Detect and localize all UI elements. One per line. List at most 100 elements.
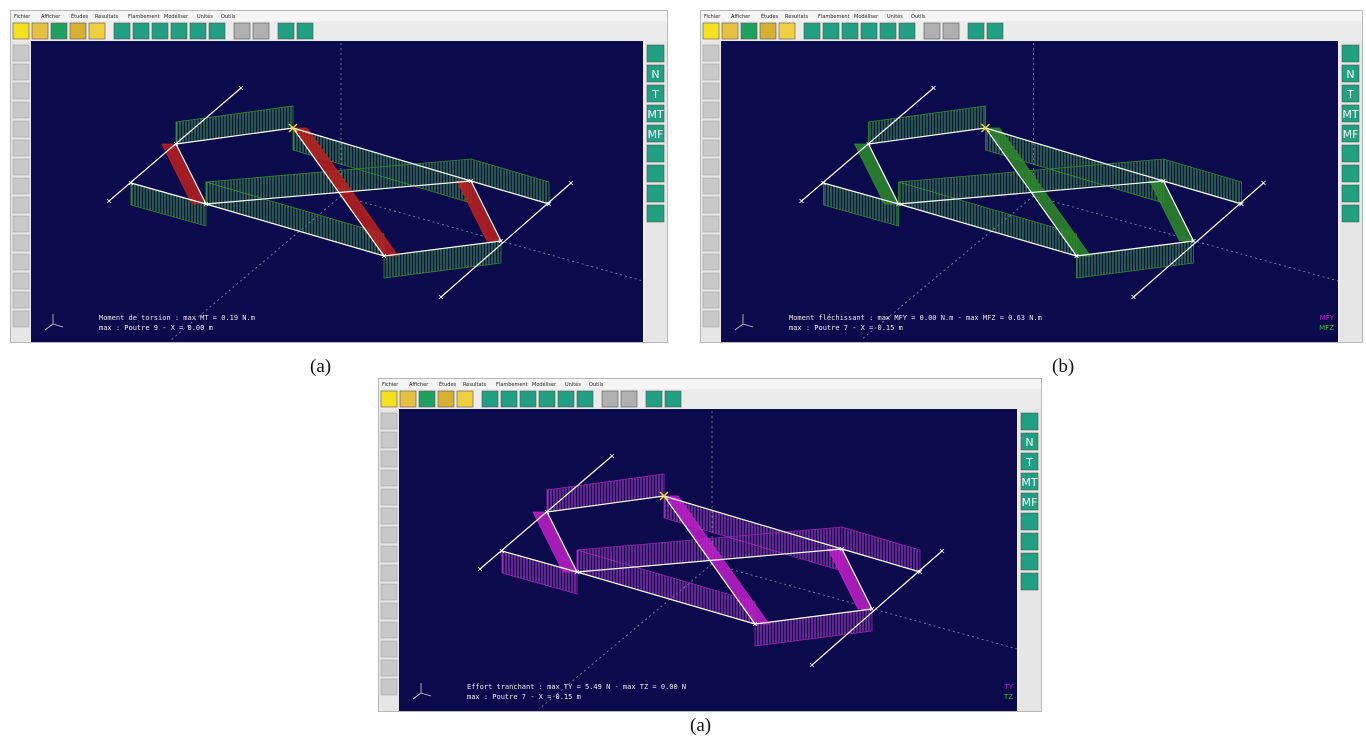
tool-button[interactable] [133, 23, 149, 39]
side-button[interactable] [13, 178, 29, 194]
side-button[interactable] [703, 159, 719, 175]
menu-item[interactable]: Fichier [704, 14, 721, 20]
tool-button[interactable] [482, 391, 498, 407]
side-button[interactable] [381, 622, 397, 638]
side-button[interactable] [13, 311, 29, 327]
menu-item[interactable]: Modéliser [164, 13, 189, 20]
side-button[interactable] [381, 489, 397, 505]
side-button[interactable] [381, 641, 397, 657]
side-button[interactable] [1021, 513, 1038, 530]
tool-button[interactable] [804, 23, 820, 39]
tool-button[interactable] [89, 23, 105, 39]
side-button[interactable] [647, 205, 664, 222]
tool-button[interactable] [297, 23, 313, 39]
side-button[interactable] [13, 216, 29, 232]
tool-button[interactable] [577, 391, 593, 407]
menu-item[interactable]: Résultats [463, 381, 486, 388]
side-button[interactable] [703, 235, 719, 251]
tool-button[interactable] [171, 23, 187, 39]
tool-button[interactable] [419, 391, 435, 407]
menu-item[interactable]: Fichier [382, 382, 399, 388]
side-button[interactable] [13, 292, 29, 308]
tool-button[interactable] [438, 391, 454, 407]
tool-button[interactable] [457, 391, 473, 407]
side-button[interactable] [1021, 413, 1038, 430]
side-button[interactable] [703, 292, 719, 308]
tool-button[interactable] [32, 23, 48, 39]
tool-button[interactable] [190, 23, 206, 39]
menu-item[interactable]: Outils [221, 14, 236, 20]
side-button[interactable] [381, 432, 397, 448]
side-button[interactable] [703, 102, 719, 118]
side-button[interactable] [13, 64, 29, 80]
side-button[interactable] [647, 165, 664, 182]
tool-button[interactable] [665, 391, 681, 407]
tool-button[interactable] [558, 391, 574, 407]
tool-button[interactable] [602, 391, 618, 407]
tool-button[interactable] [760, 23, 776, 39]
menu-item[interactable]: Afficher [41, 14, 61, 20]
menu-item[interactable]: Outils [911, 14, 926, 20]
side-button[interactable] [1021, 553, 1038, 570]
side-button[interactable] [703, 121, 719, 137]
tool-button[interactable] [209, 23, 225, 39]
tool-button[interactable] [899, 23, 915, 39]
menu-item[interactable]: Flambement [818, 14, 850, 20]
menu-item[interactable]: Résultats [95, 13, 118, 20]
side-button[interactable] [703, 140, 719, 156]
tool-button[interactable] [861, 23, 877, 39]
side-button[interactable] [381, 470, 397, 486]
tool-button[interactable] [278, 23, 294, 39]
side-button[interactable] [703, 197, 719, 213]
side-button[interactable] [13, 159, 29, 175]
menu-item[interactable]: Études [71, 12, 89, 20]
tool-button[interactable] [823, 23, 839, 39]
tool-button[interactable] [703, 23, 719, 39]
side-button[interactable] [703, 178, 719, 194]
side-button[interactable] [381, 565, 397, 581]
side-button[interactable] [381, 584, 397, 600]
side-button[interactable] [703, 45, 719, 61]
side-button[interactable] [703, 273, 719, 289]
tool-button[interactable] [943, 23, 959, 39]
tool-button[interactable] [621, 391, 637, 407]
side-button[interactable] [1342, 145, 1359, 162]
tool-button[interactable] [152, 23, 168, 39]
tool-button[interactable] [987, 23, 1003, 39]
tool-button[interactable] [234, 23, 250, 39]
side-button[interactable] [13, 45, 29, 61]
menu-item[interactable]: Modéliser [532, 381, 557, 388]
tool-button[interactable] [253, 23, 269, 39]
tool-button[interactable] [539, 391, 555, 407]
side-button[interactable] [703, 64, 719, 80]
tool-button[interactable] [842, 23, 858, 39]
side-button[interactable] [703, 311, 719, 327]
side-button[interactable] [381, 451, 397, 467]
side-button[interactable] [13, 102, 29, 118]
side-button[interactable] [647, 185, 664, 202]
tool-button[interactable] [381, 391, 397, 407]
menu-item[interactable]: Modéliser [854, 13, 879, 20]
side-button[interactable] [13, 140, 29, 156]
tool-button[interactable] [924, 23, 940, 39]
side-button[interactable] [647, 145, 664, 162]
menu-item[interactable]: Unités [565, 381, 581, 388]
side-button[interactable] [381, 413, 397, 429]
menu-item[interactable]: Outils [589, 382, 604, 388]
side-button[interactable] [13, 273, 29, 289]
side-button[interactable] [13, 197, 29, 213]
side-button[interactable] [13, 254, 29, 270]
tool-button[interactable] [520, 391, 536, 407]
side-button[interactable] [1021, 533, 1038, 550]
side-button[interactable] [381, 527, 397, 543]
side-button[interactable] [381, 660, 397, 676]
menu-item[interactable]: Études [761, 12, 779, 20]
tool-button[interactable] [779, 23, 795, 39]
tool-button[interactable] [968, 23, 984, 39]
menu-item[interactable]: Afficher [409, 382, 429, 388]
side-button[interactable] [381, 546, 397, 562]
side-button[interactable] [703, 216, 719, 232]
tool-button[interactable] [646, 391, 662, 407]
side-button[interactable] [13, 83, 29, 99]
menu-item[interactable]: Études [439, 380, 457, 388]
